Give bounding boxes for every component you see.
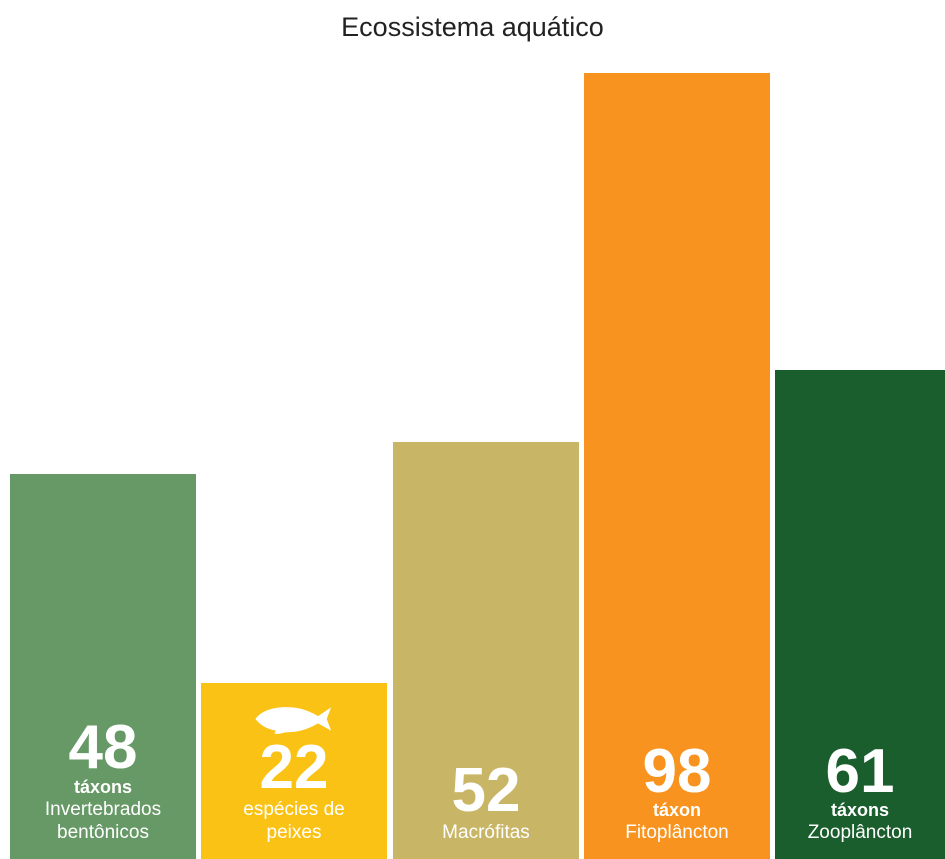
- bar: 98 táxon Fitoplâncton: [584, 73, 770, 859]
- unit-label: táxons: [73, 776, 133, 797]
- category-label: Fitoplâncton: [625, 822, 729, 844]
- value-label: 61: [825, 736, 895, 806]
- category-label: Zooplâncton: [807, 822, 913, 844]
- value-label: 22: [259, 732, 329, 802]
- fish-icon: [255, 706, 332, 734]
- chart-title: Ecossistema aquátiсo: [341, 12, 604, 42]
- unit-label: táxons: [830, 800, 890, 821]
- category-label: Macrófitas: [442, 822, 530, 844]
- bar: 61 táxons Zooplâncton: [775, 369, 945, 859]
- unit-label: táxon: [652, 800, 701, 821]
- value-label: 52: [451, 756, 521, 826]
- value-label: 98: [642, 736, 712, 806]
- bar: 48 táxons Invertebrados bentônicos: [10, 474, 196, 859]
- bar: 22 espécies de peixes: [201, 682, 387, 859]
- bar: 52 Macrófitas: [393, 441, 579, 859]
- category-label: Invertebrados bentônicos: [44, 798, 162, 844]
- value-label: 48: [68, 712, 138, 782]
- category-label: espécies de peixes: [243, 798, 345, 844]
